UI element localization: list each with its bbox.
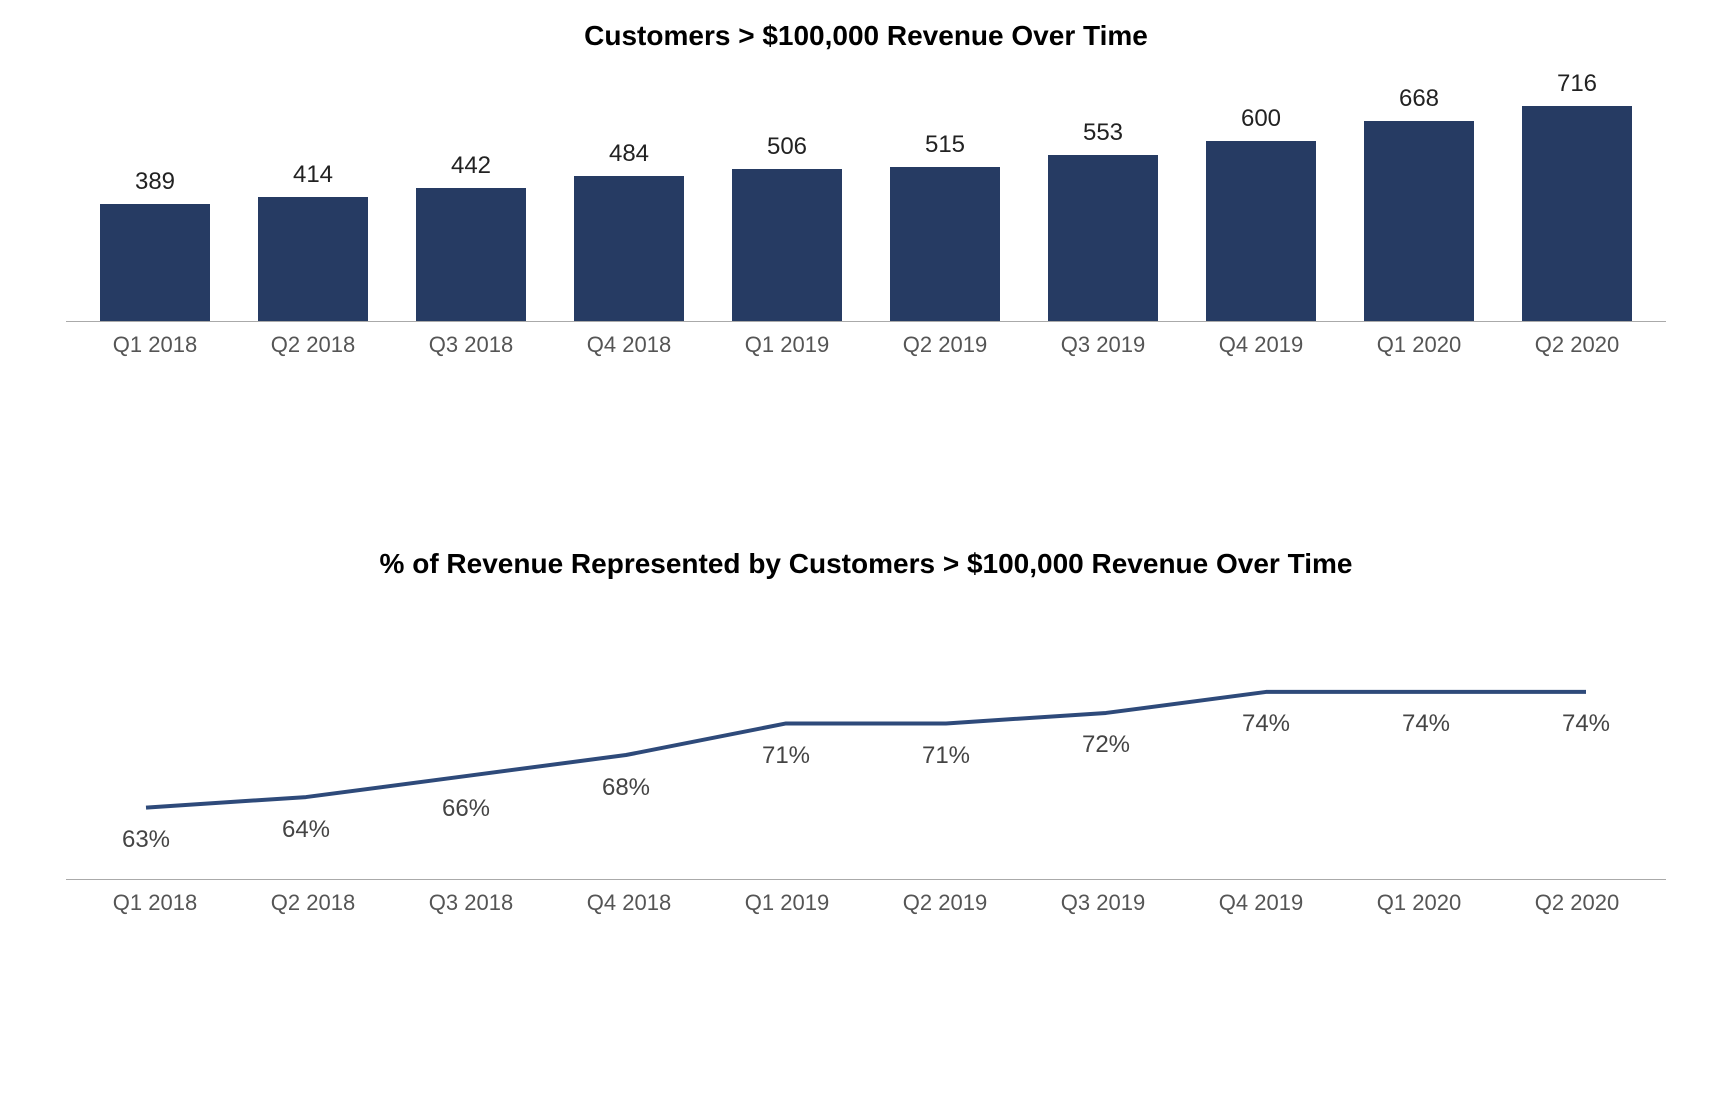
- bar-wrapper: 506: [708, 133, 866, 321]
- bar-xlabel: Q1 2020: [1340, 332, 1498, 358]
- bar-chart-plot: 389414442484506515553600668716 Q1 2018Q2…: [66, 72, 1666, 358]
- bar-value-label: 484: [609, 140, 649, 168]
- line-chart-title: % of Revenue Represented by Customers > …: [40, 548, 1692, 580]
- line-xlabel: Q4 2019: [1182, 890, 1340, 916]
- bar-value-label: 389: [135, 168, 175, 196]
- bar-value-label: 553: [1083, 119, 1123, 147]
- bar-xlabel: Q4 2019: [1182, 332, 1340, 358]
- bar-value-label: 515: [925, 131, 965, 159]
- line-xlabel: Q3 2019: [1024, 890, 1182, 916]
- line-xlabel: Q2 2019: [866, 890, 1024, 916]
- bar-xlabel: Q1 2019: [708, 332, 866, 358]
- line-value-label: 66%: [442, 795, 490, 823]
- line-path: [146, 692, 1586, 808]
- line-xlabel: Q4 2018: [550, 890, 708, 916]
- bar-wrapper: 716: [1498, 70, 1656, 321]
- line-xlabel: Q1 2019: [708, 890, 866, 916]
- bar-xlabel: Q2 2018: [234, 332, 392, 358]
- line-value-label: 72%: [1082, 731, 1130, 759]
- line-chart-section: % of Revenue Represented by Customers > …: [40, 548, 1692, 916]
- bar-xlabel: Q3 2018: [392, 332, 550, 358]
- bar-xlabel: Q1 2018: [76, 332, 234, 358]
- bar: [890, 167, 1001, 322]
- line-value-label: 64%: [282, 816, 330, 844]
- bar: [416, 188, 527, 321]
- bar-chart-section: Customers > $100,000 Revenue Over Time 3…: [40, 20, 1692, 358]
- bar: [1364, 121, 1475, 321]
- chart-spacer: [40, 358, 1692, 548]
- line-chart-plot: 63%64%66%68%71%71%72%74%74%74% Q1 2018Q2…: [66, 610, 1666, 916]
- bar-wrapper: 484: [550, 140, 708, 321]
- line-xlabel: Q2 2018: [234, 890, 392, 916]
- bar-wrapper: 600: [1182, 105, 1340, 321]
- line-value-label: 63%: [122, 826, 170, 854]
- bar-wrapper: 668: [1340, 85, 1498, 321]
- bar-value-label: 668: [1399, 85, 1439, 113]
- bar-wrapper: 414: [234, 161, 392, 321]
- line-xlabel: Q2 2020: [1498, 890, 1656, 916]
- bar-xlabel: Q2 2020: [1498, 332, 1656, 358]
- line-value-label: 74%: [1562, 710, 1610, 738]
- bar: [1048, 155, 1159, 321]
- bar-chart-title: Customers > $100,000 Revenue Over Time: [40, 20, 1692, 52]
- bar: [732, 169, 843, 321]
- bar: [1522, 106, 1633, 321]
- bar-wrapper: 389: [76, 168, 234, 321]
- line-value-label: 71%: [922, 742, 970, 770]
- bar-xlabel: Q2 2019: [866, 332, 1024, 358]
- bar-value-label: 442: [451, 152, 491, 180]
- bar-value-label: 716: [1557, 70, 1597, 98]
- line-xlabel: Q1 2020: [1340, 890, 1498, 916]
- line-value-label: 74%: [1402, 710, 1450, 738]
- line-xlabel: Q3 2018: [392, 890, 550, 916]
- bar-xlabel: Q4 2018: [550, 332, 708, 358]
- bar: [100, 204, 211, 321]
- bar-value-label: 414: [293, 161, 333, 189]
- bar-value-label: 600: [1241, 105, 1281, 133]
- bar-wrapper: 553: [1024, 119, 1182, 321]
- line-value-label: 68%: [602, 774, 650, 802]
- line-value-label: 71%: [762, 742, 810, 770]
- bar-xlabel: Q3 2019: [1024, 332, 1182, 358]
- bar-value-label: 506: [767, 133, 807, 161]
- bar-wrapper: 515: [866, 131, 1024, 322]
- line-value-label: 74%: [1242, 710, 1290, 738]
- line-xlabel: Q1 2018: [76, 890, 234, 916]
- bar-wrapper: 442: [392, 152, 550, 321]
- bar: [574, 176, 685, 321]
- bar: [1206, 141, 1317, 321]
- bar: [258, 197, 369, 321]
